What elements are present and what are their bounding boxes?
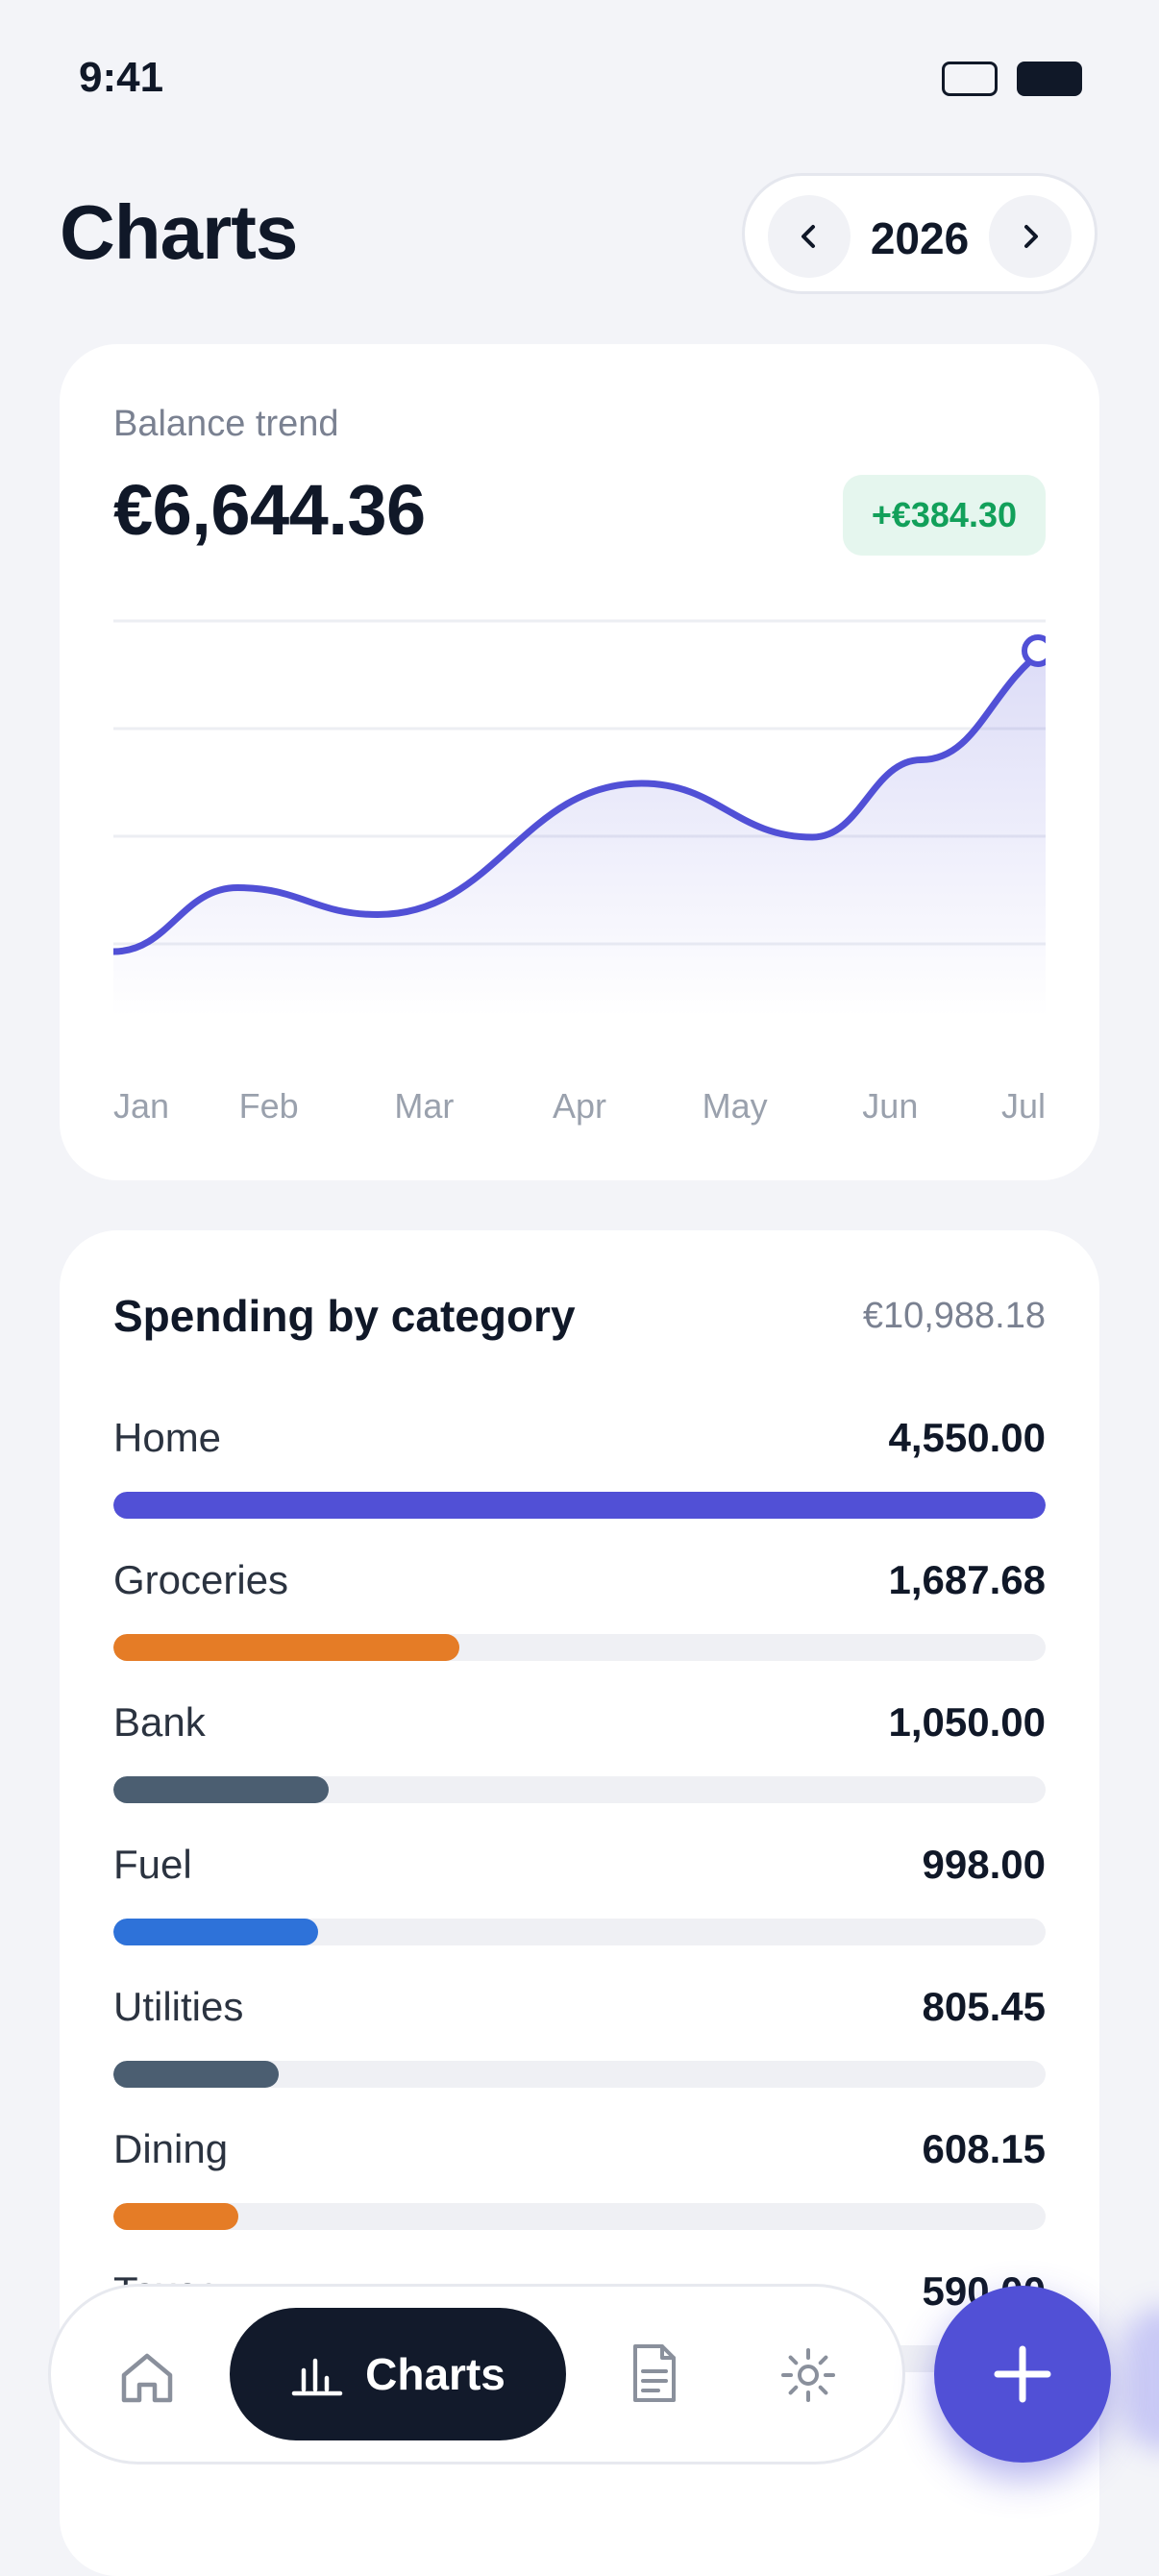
x-tick-label: Feb: [238, 1086, 299, 1126]
category-name: Bank: [113, 1699, 206, 1745]
category-amount: 1,050.00: [888, 1699, 1047, 1745]
category-progress-fill: [113, 1919, 318, 1945]
category-progress-fill: [113, 2203, 238, 2230]
category-progress-track: [113, 1634, 1046, 1661]
category-progress-track: [113, 2203, 1046, 2230]
nav-settings-button[interactable]: [777, 2344, 839, 2411]
balance-delta-badge: +€384.30: [842, 475, 1046, 556]
category-amount: 4,550.00: [888, 1415, 1047, 1460]
bar-chart-icon: [291, 2358, 343, 2396]
x-tick-label: Apr: [552, 1086, 607, 1126]
x-tick-label: Mar: [394, 1086, 455, 1126]
battery-icon: [1017, 62, 1082, 96]
bottom-nav: Charts: [48, 2284, 905, 2465]
next-year-button[interactable]: [989, 195, 1072, 278]
nav-charts-button[interactable]: Charts: [230, 2308, 566, 2440]
category-progress-track: [113, 1492, 1046, 1519]
category-row-dining[interactable]: Dining 608.15: [113, 2126, 1046, 2268]
category-amount: 1,687.68: [888, 1557, 1047, 1602]
chevron-left-icon: [801, 225, 815, 248]
category-progress-fill: [113, 1492, 1046, 1519]
gear-icon: [781, 2348, 835, 2402]
chart-area-fill: [113, 649, 1046, 1017]
fab-glow: [1124, 2307, 1159, 2451]
nav-home-button[interactable]: [116, 2346, 178, 2413]
year-selector: 2026: [742, 173, 1097, 294]
category-row-groceries[interactable]: Groceries 1,687.68: [113, 1557, 1046, 1699]
category-name: Fuel: [113, 1842, 192, 1887]
category-progress-fill: [113, 2061, 279, 2088]
category-name: Home: [113, 1415, 222, 1460]
category-name: Utilities: [113, 1984, 244, 2029]
category-progress-track: [113, 1776, 1046, 1803]
category-progress-fill: [113, 1634, 459, 1661]
year-label: 2026: [870, 213, 970, 263]
x-tick-label: Jan: [113, 1086, 170, 1126]
chevron-right-icon: [1024, 225, 1038, 248]
window-icon: [942, 62, 998, 96]
nav-reports-button[interactable]: [628, 2342, 681, 2409]
spending-title: Spending by category: [113, 1291, 576, 1341]
page-title: Charts: [60, 189, 298, 275]
category-row-fuel[interactable]: Fuel 998.00: [113, 1842, 1046, 1984]
chart-endpoint-marker[interactable]: [1022, 634, 1046, 667]
plus-icon: [994, 2345, 1051, 2403]
category-amount: 805.45: [922, 1984, 1046, 2029]
category-amount: 998.00: [922, 1842, 1046, 1887]
document-icon: [633, 2344, 676, 2402]
category-row-bank[interactable]: Bank 1,050.00: [113, 1699, 1046, 1842]
category-amount: 608.15: [922, 2126, 1046, 2171]
balance-amount: €6,644.36: [113, 470, 426, 550]
category-progress-track: [113, 2061, 1046, 2088]
category-progress-track: [113, 1919, 1046, 1945]
x-tick-label: May: [702, 1086, 768, 1126]
category-row-home[interactable]: Home 4,550.00: [113, 1415, 1046, 1557]
balance-trend-chart: [113, 619, 1046, 1017]
x-tick-label: Jul: [1000, 1086, 1046, 1126]
add-transaction-button[interactable]: [934, 2286, 1111, 2463]
category-row-utilities[interactable]: Utilities 805.45: [113, 1984, 1046, 2126]
spending-total: €10,988.18: [862, 1296, 1046, 1336]
category-name: Dining: [113, 2126, 229, 2171]
category-progress-fill: [113, 1776, 329, 1803]
status-icons: [942, 62, 1082, 96]
home-icon: [121, 2353, 173, 2403]
x-tick-label: Jun: [862, 1086, 919, 1126]
status-time: 9:41: [79, 54, 164, 101]
category-name: Groceries: [113, 1557, 289, 1602]
previous-year-button[interactable]: [768, 195, 851, 278]
balance-trend-card: Balance trend €6,644.36 +€384.30 Jan Feb M…: [60, 344, 1099, 1180]
nav-charts-label: Charts: [365, 2349, 506, 2399]
balance-label: Balance trend: [113, 404, 339, 444]
chart-series-line: [113, 645, 1046, 955]
